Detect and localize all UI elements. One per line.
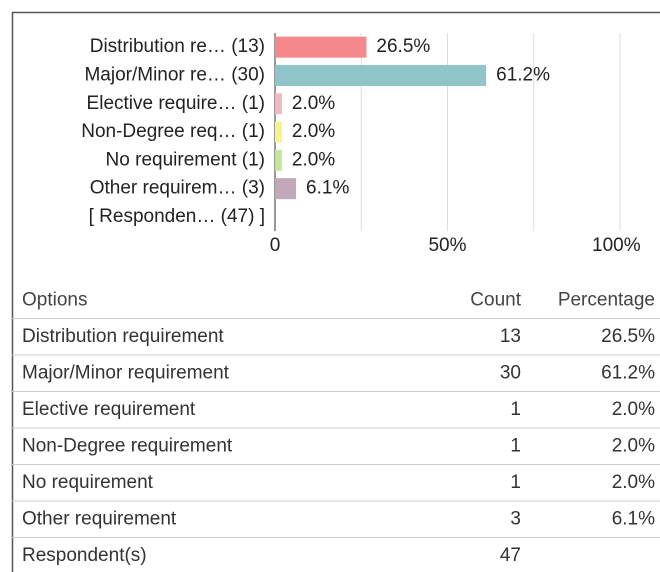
- table-cell: 2.0%: [612, 399, 655, 420]
- table-cell: Major/Minor requirement: [22, 362, 230, 383]
- table-cell: 47: [500, 545, 521, 566]
- category-label: [ Responden… (47) ]: [89, 206, 265, 227]
- table-cell: 1: [510, 472, 521, 493]
- value-label: 26.5%: [376, 36, 430, 57]
- category-label: Other requirem… (3): [90, 178, 265, 199]
- table-cell: Respondent(s): [22, 545, 147, 566]
- table-cell: 2.0%: [612, 435, 655, 456]
- value-label: 2.0%: [292, 93, 335, 114]
- table-cell: Other requirement: [22, 508, 177, 529]
- x-tick-label: 50%: [428, 235, 466, 256]
- table-cell: 26.5%: [601, 326, 655, 347]
- frame: [11, 11, 660, 572]
- category-label: Non-Degree req… (1): [81, 121, 265, 142]
- x-tick-label: 100%: [592, 235, 641, 256]
- column-header: Count: [470, 289, 521, 310]
- table-cell: Distribution requirement: [22, 326, 224, 347]
- table-cell: 1: [510, 399, 521, 420]
- value-label: 2.0%: [292, 121, 335, 142]
- value-label: 2.0%: [292, 149, 335, 170]
- x-tick-label: 0: [270, 235, 281, 256]
- category-label: No requirement (1): [106, 149, 265, 170]
- table-cell: Non-Degree requirement: [22, 435, 233, 456]
- bar: [275, 93, 282, 115]
- column-header: Percentage: [558, 289, 655, 310]
- table-cell: 6.1%: [612, 508, 655, 529]
- bar: [275, 149, 282, 171]
- value-label: 6.1%: [306, 178, 349, 199]
- table-cell: 2.0%: [612, 472, 655, 493]
- table-cell: 61.2%: [601, 362, 655, 383]
- value-label: 61.2%: [496, 64, 550, 85]
- category-label: Distribution re… (13): [90, 36, 265, 57]
- table-cell: No requirement: [22, 472, 154, 493]
- bar: [275, 178, 297, 200]
- table-cell: 1: [510, 435, 521, 456]
- table-cell: 3: [510, 508, 521, 529]
- category-label: Elective require… (1): [87, 93, 265, 114]
- table-cell: 13: [500, 326, 521, 347]
- column-header: Options: [22, 289, 87, 310]
- bar: [275, 121, 282, 143]
- category-label: Major/Minor re… (30): [84, 64, 265, 85]
- bar: [275, 36, 367, 58]
- table-cell: Elective requirement: [22, 399, 196, 420]
- bar: [275, 64, 487, 86]
- table-cell: 30: [500, 362, 521, 383]
